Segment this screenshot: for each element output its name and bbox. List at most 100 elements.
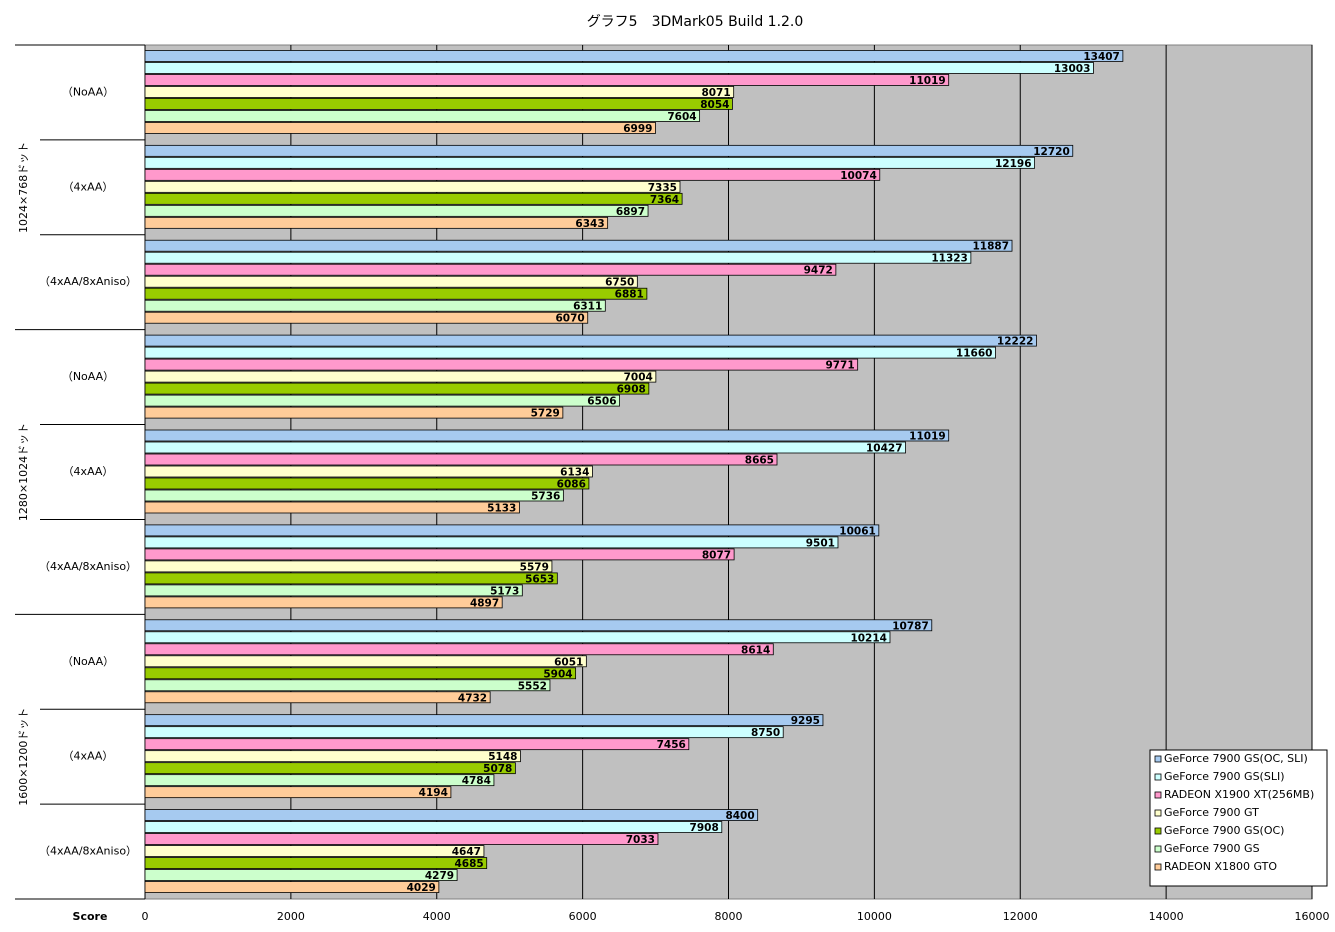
value-label: 10214 xyxy=(850,632,887,644)
value-label: 4897 xyxy=(470,597,499,609)
bar xyxy=(144,572,558,585)
legend-box xyxy=(1149,749,1328,887)
x-tick-label: 14000 xyxy=(1149,910,1184,923)
value-label: 5736 xyxy=(531,491,560,503)
bar xyxy=(144,881,440,893)
bar xyxy=(144,156,1035,169)
bar xyxy=(144,584,523,597)
value-label: 9472 xyxy=(804,265,833,277)
bar xyxy=(144,346,996,359)
y-tick-label: （NoAA） xyxy=(62,370,114,383)
value-label: 6070 xyxy=(555,313,584,325)
value-label: 5552 xyxy=(518,680,547,692)
value-label: 5078 xyxy=(483,763,512,775)
legend-label: GeForce 7900 GS xyxy=(1164,842,1260,855)
x-tick-label: 0 xyxy=(142,910,149,923)
bar xyxy=(144,548,735,561)
bar xyxy=(144,192,683,205)
y-tick-label: （4xAA/8xAniso） xyxy=(39,560,137,573)
bar xyxy=(144,394,620,407)
bar xyxy=(144,536,839,549)
value-label: 9501 xyxy=(806,537,835,549)
value-label: 8665 xyxy=(745,455,774,467)
group-label: 1600×1200ドット xyxy=(17,708,30,806)
value-label: 7456 xyxy=(657,739,686,751)
bar xyxy=(144,299,606,312)
bar xyxy=(144,619,933,632)
value-label: 11019 xyxy=(909,75,946,87)
bar xyxy=(144,382,650,395)
value-label: 4647 xyxy=(452,846,481,858)
bar xyxy=(144,110,701,122)
value-label: 10787 xyxy=(892,620,929,632)
value-label: 4279 xyxy=(425,870,454,882)
legend-label: GeForce 7900 GS(OC, SLI) xyxy=(1164,752,1308,765)
bar xyxy=(144,251,972,264)
legend-label: RADEON X1900 XT(256MB) xyxy=(1164,788,1314,801)
bar xyxy=(144,714,824,727)
bar xyxy=(144,263,837,276)
bar xyxy=(144,477,590,490)
value-label: 7908 xyxy=(690,822,719,834)
x-tick-label: 2000 xyxy=(277,910,305,923)
y-tick-label: （4xAA/8xAniso） xyxy=(39,845,137,858)
value-label: 11019 xyxy=(909,431,946,443)
bar xyxy=(144,501,520,514)
bar xyxy=(144,489,564,502)
value-label: 8071 xyxy=(701,87,730,99)
value-label: 11887 xyxy=(972,241,1009,253)
legend-swatch xyxy=(1154,755,1162,763)
x-tick-label: 16000 xyxy=(1295,910,1330,923)
y-tick-label: （4xAA） xyxy=(63,750,114,763)
bar xyxy=(144,762,516,775)
value-label: 6506 xyxy=(587,396,616,408)
bar xyxy=(144,74,950,86)
value-label: 8077 xyxy=(702,549,731,561)
bar xyxy=(144,122,656,134)
bar xyxy=(144,809,759,821)
y-tick-label: （NoAA） xyxy=(62,655,114,668)
value-label: 5579 xyxy=(520,561,549,573)
bar xyxy=(144,180,681,193)
bar xyxy=(144,204,649,217)
legend-swatch xyxy=(1154,827,1162,835)
bar xyxy=(144,857,488,869)
value-label: 11323 xyxy=(931,253,968,265)
x-axis-label: Score xyxy=(73,910,108,923)
y-tick-label: （4xAA） xyxy=(63,465,114,478)
bar xyxy=(144,453,778,466)
legend-label: RADEON X1800 GTO xyxy=(1164,860,1277,873)
value-label: 6051 xyxy=(554,656,583,668)
x-tick-label: 10000 xyxy=(857,910,892,923)
bar xyxy=(144,869,458,881)
y-tick-label: （4xAA/8xAniso） xyxy=(39,275,137,288)
value-label: 4685 xyxy=(454,858,483,870)
bar xyxy=(144,679,551,692)
value-label: 7033 xyxy=(626,834,655,846)
value-label: 5729 xyxy=(531,408,560,420)
value-label: 10427 xyxy=(866,443,903,455)
value-label: 12222 xyxy=(997,336,1034,348)
legend-label: GeForce 7900 GT xyxy=(1164,806,1259,819)
bar xyxy=(144,98,733,110)
bar xyxy=(144,631,891,644)
legend-swatch xyxy=(1154,845,1162,853)
bar xyxy=(144,168,881,181)
value-label: 5133 xyxy=(487,503,516,515)
group-label: 1280×1024ドット xyxy=(17,423,30,521)
value-label: 4194 xyxy=(419,787,448,799)
value-label: 6086 xyxy=(557,479,586,491)
value-label: 4784 xyxy=(462,775,491,787)
value-label: 5148 xyxy=(488,751,517,763)
value-label: 13407 xyxy=(1083,51,1120,63)
value-label: 10074 xyxy=(840,170,877,182)
value-label: 6343 xyxy=(575,218,604,230)
value-label: 12720 xyxy=(1033,146,1070,158)
bar xyxy=(144,429,950,442)
bar xyxy=(144,774,495,787)
bar xyxy=(144,239,1013,252)
value-label: 8400 xyxy=(725,810,754,822)
value-label: 6750 xyxy=(605,277,634,289)
legend-swatch xyxy=(1154,809,1162,817)
